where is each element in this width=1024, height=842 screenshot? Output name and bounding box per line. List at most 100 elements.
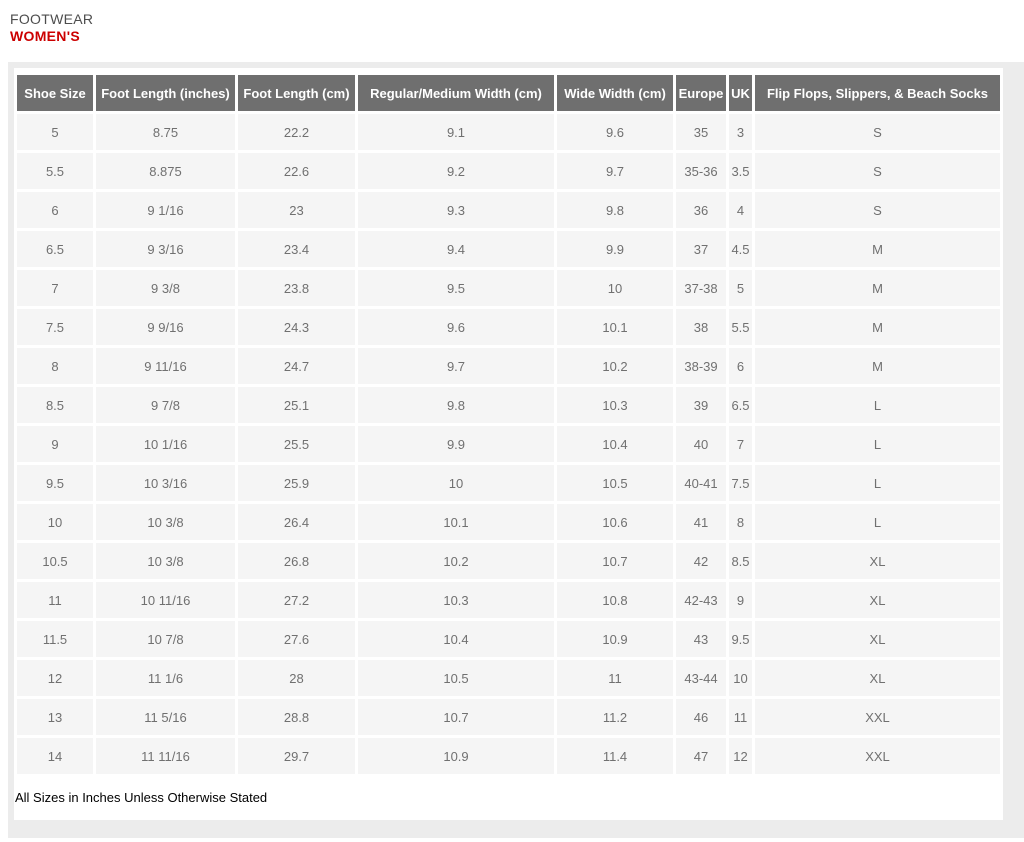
table-cell: 24.3 bbox=[238, 309, 355, 345]
table-cell: 11.5 bbox=[17, 621, 93, 657]
table-cell: 37-38 bbox=[676, 270, 726, 306]
table-cell: 9.8 bbox=[557, 192, 673, 228]
table-row: 11.5 10 7/8 27.6 10.4 10.9 43 9.5 XL bbox=[17, 621, 1000, 657]
table-cell: 10.1 bbox=[557, 309, 673, 345]
column-header-uk: UK bbox=[729, 75, 752, 111]
table-cell: 10.4 bbox=[358, 621, 554, 657]
table-cell: 9 3/16 bbox=[96, 231, 235, 267]
table-cell: 5.5 bbox=[729, 309, 752, 345]
table-cell: 9.8 bbox=[358, 387, 554, 423]
table-cell: 8 bbox=[17, 348, 93, 384]
size-chart-panel: Shoe Size Foot Length (inches) Foot Leng… bbox=[14, 68, 1003, 820]
table-cell: 10.5 bbox=[557, 465, 673, 501]
table-cell: 9.5 bbox=[17, 465, 93, 501]
size-chart-footnote: All Sizes in Inches Unless Otherwise Sta… bbox=[15, 790, 268, 805]
column-header-regular-width: Regular/Medium Width (cm) bbox=[358, 75, 554, 111]
table-cell: 10.8 bbox=[557, 582, 673, 618]
page-category-label: FOOTWEAR bbox=[10, 11, 94, 27]
table-cell: 10.6 bbox=[557, 504, 673, 540]
table-cell: M bbox=[755, 348, 1000, 384]
table-cell: 10 3/8 bbox=[96, 504, 235, 540]
table-cell: 10.9 bbox=[358, 738, 554, 774]
table-cell: 22.2 bbox=[238, 114, 355, 150]
table-cell: 10.1 bbox=[358, 504, 554, 540]
table-cell: 6 bbox=[17, 192, 93, 228]
table-cell: 11 1/6 bbox=[96, 660, 235, 696]
table-cell: 10.5 bbox=[358, 660, 554, 696]
table-cell: XXL bbox=[755, 738, 1000, 774]
table-cell: 10.2 bbox=[358, 543, 554, 579]
table-cell: 26.4 bbox=[238, 504, 355, 540]
table-cell: XL bbox=[755, 543, 1000, 579]
table-cell: 10 bbox=[358, 465, 554, 501]
table-cell: 13 bbox=[17, 699, 93, 735]
table-cell: 25.5 bbox=[238, 426, 355, 462]
table-cell: 9 bbox=[17, 426, 93, 462]
table-cell: 43 bbox=[676, 621, 726, 657]
page-heading: FOOTWEAR WOMEN'S bbox=[10, 11, 93, 44]
table-cell: 42-43 bbox=[676, 582, 726, 618]
table-cell: 12 bbox=[17, 660, 93, 696]
table-row: 6.5 9 3/16 23.4 9.4 9.9 37 4.5 M bbox=[17, 231, 1000, 267]
table-cell: 37 bbox=[676, 231, 726, 267]
table-cell: S bbox=[755, 114, 1000, 150]
table-row: 14 11 11/16 29.7 10.9 11.4 47 12 XXL bbox=[17, 738, 1000, 774]
table-row: 5 8.75 22.2 9.1 9.6 35 3 S bbox=[17, 114, 1000, 150]
table-cell: 9.5 bbox=[729, 621, 752, 657]
column-header-flip-flops: Flip Flops, Slippers, & Beach Socks bbox=[755, 75, 1000, 111]
table-cell: 11.4 bbox=[557, 738, 673, 774]
table-cell: 7.5 bbox=[729, 465, 752, 501]
table-cell: 47 bbox=[676, 738, 726, 774]
table-cell: 11.2 bbox=[557, 699, 673, 735]
table-row: 9.5 10 3/16 25.9 10 10.5 40-41 7.5 L bbox=[17, 465, 1000, 501]
table-cell: 8.75 bbox=[96, 114, 235, 150]
table-cell: 9.9 bbox=[557, 231, 673, 267]
table-cell: L bbox=[755, 465, 1000, 501]
table-cell: 9.2 bbox=[358, 153, 554, 189]
table-row: 10.5 10 3/8 26.8 10.2 10.7 42 8.5 XL bbox=[17, 543, 1000, 579]
table-cell: 10 bbox=[557, 270, 673, 306]
table-cell: 10.5 bbox=[17, 543, 93, 579]
column-header-wide-width: Wide Width (cm) bbox=[557, 75, 673, 111]
table-cell: 27.2 bbox=[238, 582, 355, 618]
table-cell: 10 bbox=[17, 504, 93, 540]
table-body: 5 8.75 22.2 9.1 9.6 35 3 S 5.5 8.875 22.6 9.2 9.7 35-… bbox=[17, 114, 1000, 774]
table-cell: 22.6 bbox=[238, 153, 355, 189]
table-cell: 7.5 bbox=[17, 309, 93, 345]
table-cell: 14 bbox=[17, 738, 93, 774]
table-cell: 11 bbox=[17, 582, 93, 618]
table-cell: 9 9/16 bbox=[96, 309, 235, 345]
table-cell: 23 bbox=[238, 192, 355, 228]
table-cell: 42 bbox=[676, 543, 726, 579]
table-cell: L bbox=[755, 504, 1000, 540]
table-cell: 10 3/8 bbox=[96, 543, 235, 579]
table-cell: 23.4 bbox=[238, 231, 355, 267]
table-cell: 9 7/8 bbox=[96, 387, 235, 423]
table-cell: 6.5 bbox=[729, 387, 752, 423]
table-cell: M bbox=[755, 270, 1000, 306]
size-chart-table: Shoe Size Foot Length (inches) Foot Leng… bbox=[14, 72, 1003, 777]
table-cell: 24.7 bbox=[238, 348, 355, 384]
table-cell: 38-39 bbox=[676, 348, 726, 384]
table-cell: M bbox=[755, 309, 1000, 345]
table-cell: 9.7 bbox=[557, 153, 673, 189]
table-cell: 11 bbox=[729, 699, 752, 735]
table-cell: L bbox=[755, 426, 1000, 462]
table-cell: 10 11/16 bbox=[96, 582, 235, 618]
column-header-shoe-size: Shoe Size bbox=[17, 75, 93, 111]
table-cell: 8.5 bbox=[17, 387, 93, 423]
table-cell: 6 bbox=[729, 348, 752, 384]
table-cell: 10.9 bbox=[557, 621, 673, 657]
table-cell: 23.8 bbox=[238, 270, 355, 306]
table-cell: 35 bbox=[676, 114, 726, 150]
table-header-row: Shoe Size Foot Length (inches) Foot Leng… bbox=[17, 75, 1000, 111]
table-cell: 5 bbox=[729, 270, 752, 306]
table-cell: XXL bbox=[755, 699, 1000, 735]
table-row: 13 11 5/16 28.8 10.7 11.2 46 11 XXL bbox=[17, 699, 1000, 735]
table-cell: 10.3 bbox=[557, 387, 673, 423]
table-cell: XL bbox=[755, 660, 1000, 696]
table-row: 7.5 9 9/16 24.3 9.6 10.1 38 5.5 M bbox=[17, 309, 1000, 345]
table-row: 12 11 1/6 28 10.5 11 43-44 10 XL bbox=[17, 660, 1000, 696]
